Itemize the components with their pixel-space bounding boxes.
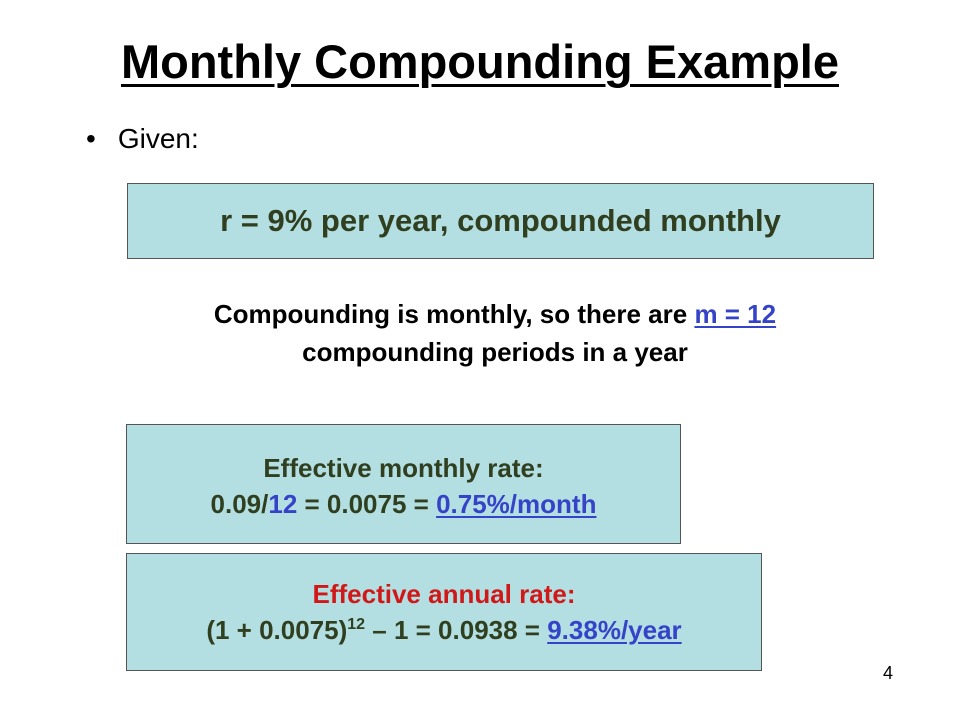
annual-calc-middle: – 1 = 0.0938 = [365,615,548,645]
page-number: 4 [882,663,893,683]
annual-calc-base: (1 + 0.0075) [206,615,348,645]
monthly-rate-box: Effective monthly rate: 0.09/12 = 0.0075… [126,424,681,544]
annual-rate-box: Effective annual rate: (1 + 0.0075)12 – … [126,553,762,671]
monthly-calc-prefix: 0.09/ [210,489,269,519]
given-rate-text: r = 9% per year, compounded monthly [220,203,781,238]
annual-calc-exponent: 12 [347,616,366,633]
note-line-2: compounding periods in a year [302,337,688,367]
given-rate-box: r = 9% per year, compounded monthly [127,183,874,259]
monthly-calc-divisor: 12 [268,489,298,519]
note-line-1: Compounding is monthly, so there are m =… [0,295,960,333]
monthly-calc-middle: = 0.0075 = [297,489,437,519]
monthly-rate-heading: Effective monthly rate: [263,453,544,483]
annual-rate-result: 9.38%/year [547,615,682,645]
monthly-rate-calc: 0.09/12 = 0.0075 = 0.75%/month [127,486,680,522]
compounding-note: Compounding is monthly, so there are m =… [0,295,960,371]
given-bullet: • Given: [86,123,199,155]
annual-rate-heading: Effective annual rate: [312,579,576,609]
monthly-rate-result: 0.75%/month [436,489,597,519]
slide-title: Monthly Compounding Example [120,35,840,88]
annual-rate-calc: (1 + 0.0075)12 – 1 = 0.0938 = 9.38%/year [127,612,761,648]
bullet-dot: • [86,123,96,154]
periods-highlight: m = 12 [694,299,777,329]
note-line-1-text: Compounding is monthly, so there are [213,299,695,329]
given-label: Given: [117,123,199,154]
